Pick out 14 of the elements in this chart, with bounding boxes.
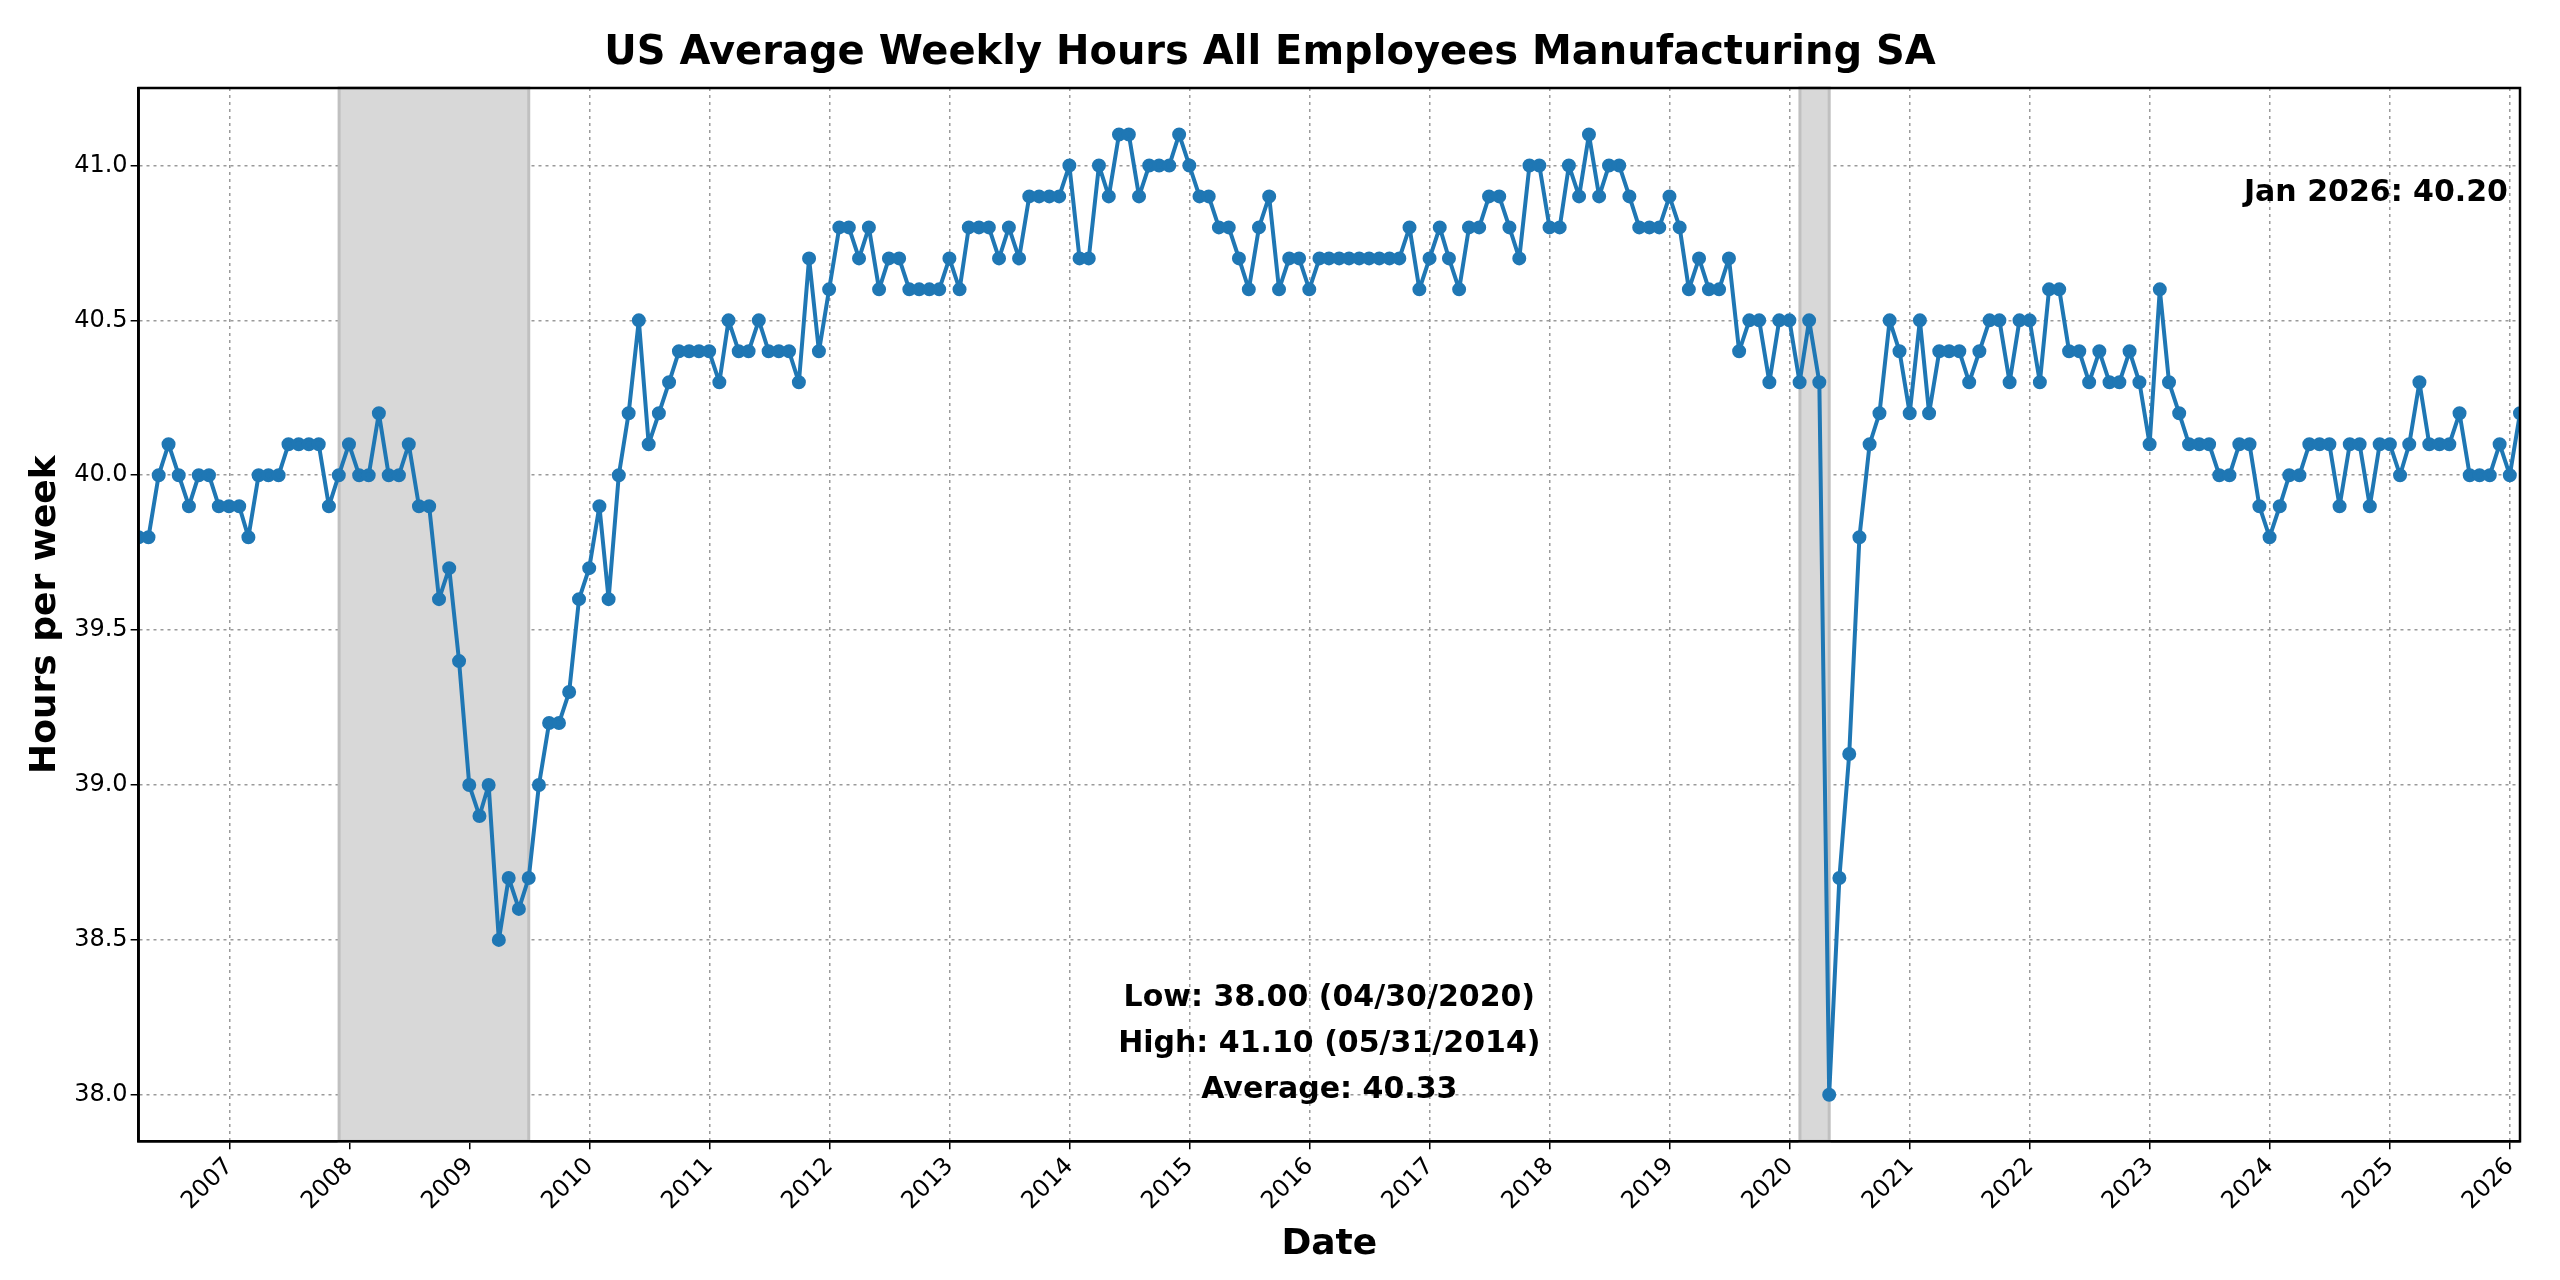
x-axis-title: Date (1281, 1220, 1378, 1262)
y-tick-label: 41.0 (74, 149, 128, 178)
y-axis-title: Hours per week (21, 454, 63, 774)
y-tick-label: 38.0 (74, 1079, 128, 1108)
y-tick-label: 40.0 (74, 459, 128, 488)
annotation: Average: 40.33 (1201, 1070, 1458, 1106)
annotation: High: 41.10 (05/31/2014) (1118, 1024, 1541, 1060)
y-tick-label: 40.5 (74, 304, 128, 333)
y-tick-label: 38.5 (74, 924, 128, 953)
y-tick-label: 39.5 (74, 614, 128, 643)
annotation: Jan 2026: 40.20 (2241, 172, 2508, 208)
chart-title: US Average Weekly Hours All Employees Manufacturing SA (604, 27, 1936, 74)
y-tick-label: 39.0 (74, 769, 128, 798)
annotation: Low: 38.00 (04/30/2020) (1123, 978, 1536, 1014)
